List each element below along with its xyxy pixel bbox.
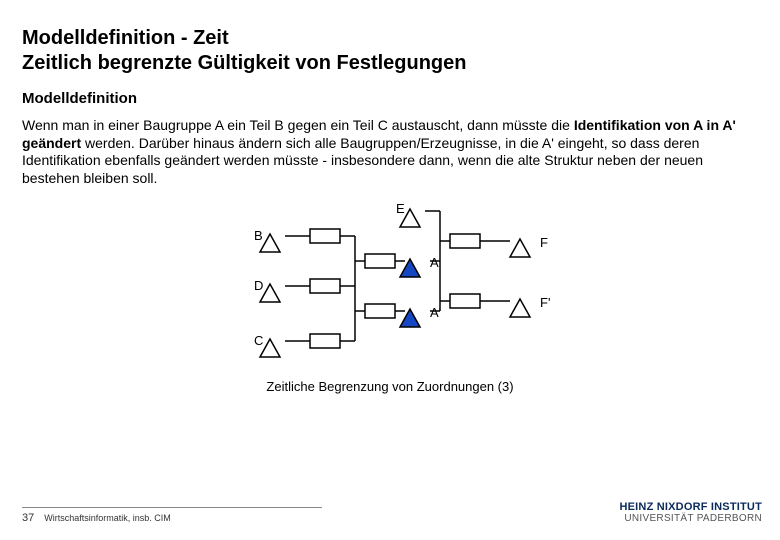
university-name: UNIVERSITÄT PADERBORN (619, 513, 762, 524)
body-post: werden. Darüber hinaus ändern sich alle … (22, 135, 703, 186)
svg-text:E: E (396, 201, 405, 216)
svg-text:B: B (254, 228, 263, 243)
section-subtitle: Modelldefinition (22, 90, 758, 107)
svg-text:C: C (254, 333, 263, 348)
svg-text:F': F' (540, 295, 550, 310)
svg-text:F: F (540, 235, 548, 250)
diagram: B D C E A A' F F' (215, 199, 565, 369)
page-number: 37 (22, 512, 34, 524)
svg-text:A': A' (430, 305, 441, 320)
title-line-2: Zeitlich begrenzte Gültigkeit von Festle… (22, 51, 758, 76)
diagram-caption: Zeitliche Begrenzung von Zuordnungen (3) (266, 379, 513, 394)
body-paragraph: Wenn man in einer Baugruppe A ein Teil B… (22, 117, 758, 187)
body-pre: Wenn man in einer Baugruppe A ein Teil B… (22, 117, 574, 133)
slide-footer: 37 Wirtschaftsinformatik, insb. CIM HEIN… (22, 501, 762, 524)
title-line-1: Modelldefinition - Zeit (22, 26, 758, 51)
svg-text:D: D (254, 278, 263, 293)
footer-text: Wirtschaftsinformatik, insb. CIM (44, 513, 171, 523)
svg-text:A: A (430, 255, 439, 270)
institution-name: HEINZ NIXDORF INSTITUT (619, 501, 762, 513)
institution-logo: HEINZ NIXDORF INSTITUT UNIVERSITÄT PADER… (619, 501, 762, 524)
